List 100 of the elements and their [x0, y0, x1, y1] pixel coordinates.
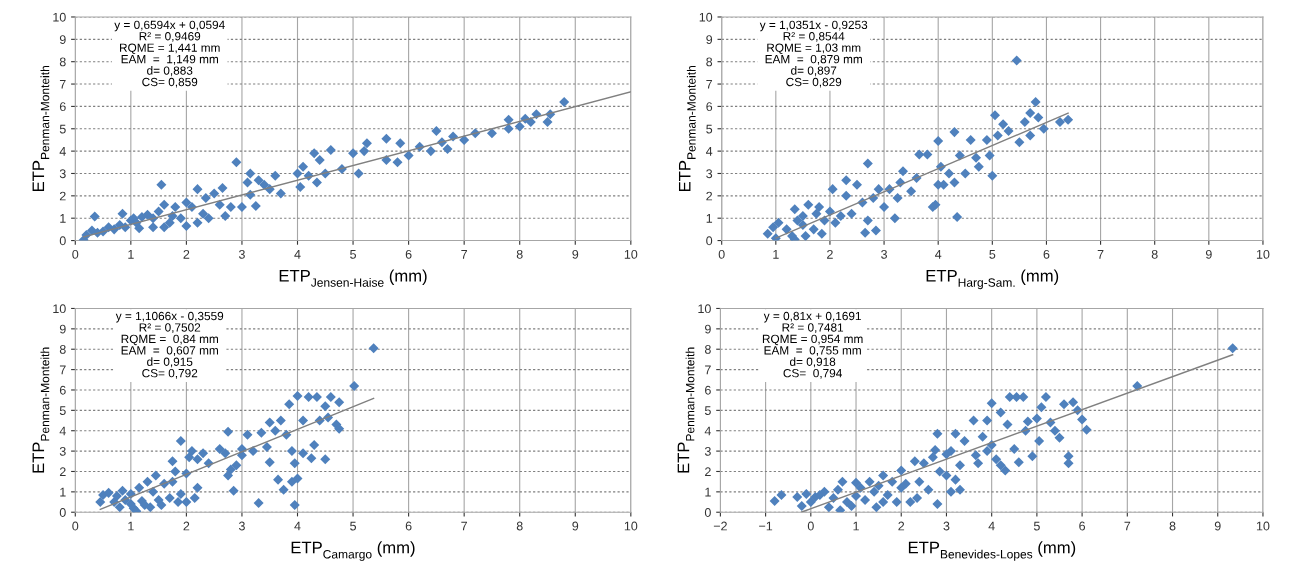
x-tick-label: 1	[128, 250, 134, 259]
y-tick-label: 4	[704, 426, 711, 436]
y-tick-label: 5	[706, 124, 713, 134]
y-tick-label: 8	[706, 57, 713, 67]
x-tick-label: 4	[294, 250, 301, 259]
y-tick-label: 4	[59, 147, 66, 156]
x-tick-label: 1	[128, 521, 134, 531]
x-tick-label: 9	[572, 521, 579, 531]
y-tick-label: 4	[706, 147, 713, 156]
annotation: EAM = 0,607 mm	[121, 346, 218, 356]
y-tick-label: 1	[60, 214, 66, 223]
y-tick-label: 6	[59, 385, 66, 395]
x-tick-label: 2	[898, 521, 905, 531]
x-tick-label: 6	[1079, 521, 1086, 531]
x-tick-label: 8	[516, 249, 523, 259]
annotation: y = 0,81x + 0,1691	[763, 311, 861, 323]
x-tick-label: 0	[807, 521, 814, 531]
annotation: d= 0,883	[147, 66, 193, 77]
x-tick-label: 2	[183, 521, 190, 531]
annotation: R² = 0,9469	[139, 32, 201, 42]
annotation: EAM = 0,879 mm	[765, 54, 862, 65]
y-axis-title: ETPPenman-Monteith	[32, 66, 50, 192]
x-tick-label: 10	[1256, 521, 1270, 531]
x-tick-label: −1	[759, 521, 773, 531]
x-tick-label: 7	[461, 521, 468, 531]
x-tick-label: 5	[350, 521, 357, 531]
x-tick-label: 6	[1043, 249, 1050, 259]
y-tick-label: 10	[53, 12, 66, 22]
y-tick-label: 3	[59, 169, 66, 179]
x-tick-label: 1	[853, 521, 859, 531]
x-axis-title: ETPCamargo (mm)	[291, 541, 415, 561]
x-tick-label: 2	[827, 249, 833, 259]
x-tick-label: 5	[1033, 521, 1040, 531]
y-tick-label: 1	[60, 487, 66, 497]
y-tick-label: 7	[705, 365, 711, 375]
annotation: d= 0,915	[147, 357, 193, 368]
y-tick-label: 6	[706, 102, 713, 112]
x-tick-label: 8	[1151, 249, 1158, 259]
x-tick-label: 2	[183, 249, 190, 259]
y-tick-label: 3	[704, 446, 711, 456]
x-tick-label: 0	[72, 521, 79, 531]
x-tick-label: 8	[1169, 521, 1176, 531]
annotation: CS= 0,792	[142, 369, 198, 379]
y-tick-label: 9	[59, 324, 66, 334]
x-tick-label: 10	[624, 249, 638, 259]
x-tick-label: 9	[572, 249, 579, 259]
x-tick-label: 7	[1097, 250, 1104, 259]
y-tick-label: 0	[59, 236, 66, 246]
annotation: y = 1,0351x - 0,9253	[759, 20, 868, 32]
annotation: RQME = 1,03 mm	[767, 43, 861, 54]
x-tick-label: 3	[881, 249, 887, 259]
annotation: R² = 0,7481	[782, 323, 844, 334]
y-tick-label: 9	[705, 324, 711, 334]
x-tick-label: 8	[516, 521, 523, 531]
x-tick-label: 7	[461, 250, 468, 259]
x-tick-label: 3	[238, 521, 245, 531]
y-tick-label: 5	[59, 406, 66, 415]
x-axis-title: ETPHarg-Sam. (mm)	[926, 269, 1059, 290]
y-tick-label: 1	[705, 487, 711, 497]
y-axis-title: ETPPenman-Monteith	[32, 347, 50, 473]
annotation: y = 1,1066x - 0,3559	[115, 311, 224, 323]
annotation: d= 0,897	[791, 66, 837, 77]
x-tick-label: 7	[1124, 521, 1131, 531]
annotation: CS= 0,859	[142, 77, 198, 88]
y-tick-label: 0	[704, 508, 711, 517]
y-tick-label: 6	[705, 385, 711, 395]
x-tick-label: 4	[988, 521, 995, 531]
x-tick-label: −2	[713, 521, 727, 531]
annotation: y = 0,6594x + 0,0594	[114, 20, 225, 32]
x-tick-label: 4	[935, 250, 942, 259]
y-tick-label: 1	[706, 214, 713, 223]
y-tick-label: 6	[59, 102, 66, 112]
annotation: d= 0,918	[789, 357, 836, 368]
x-tick-label: 9	[1205, 249, 1212, 259]
annotation: R² = 0,7502	[139, 323, 201, 334]
y-tick-label: 5	[59, 124, 66, 134]
y-tick-label: 2	[59, 191, 66, 201]
y-tick-label: 7	[706, 79, 713, 89]
y-tick-label: 7	[59, 79, 66, 89]
annotation: RQME = 1,441 mm	[120, 43, 220, 54]
annotation: R² = 0,8544	[783, 32, 845, 42]
y-axis-title: ETPPenman-Monteith	[677, 347, 695, 473]
y-tick-label: 5	[704, 406, 711, 415]
x-tick-label: 10	[1256, 249, 1270, 259]
x-tick-label: 6	[405, 521, 412, 531]
x-tick-label: 9	[1214, 521, 1221, 531]
x-tick-label: 6	[405, 249, 412, 259]
x-tick-label: 0	[72, 249, 79, 259]
y-tick-label: 0	[706, 236, 713, 246]
x-tick-label: 3	[943, 521, 950, 531]
y-tick-label: 8	[704, 345, 711, 354]
x-tick-label: 5	[350, 250, 357, 259]
y-tick-label: 2	[705, 467, 711, 477]
y-tick-label: 9	[706, 35, 713, 44]
x-tick-label: 0	[718, 249, 725, 259]
x-tick-label: 3	[238, 249, 245, 259]
y-tick-label: 10	[699, 12, 713, 22]
x-tick-label: 4	[294, 521, 301, 531]
x-tick-label: 10	[624, 521, 638, 531]
y-axis-title: ETPPenman-Monteith	[678, 66, 696, 192]
